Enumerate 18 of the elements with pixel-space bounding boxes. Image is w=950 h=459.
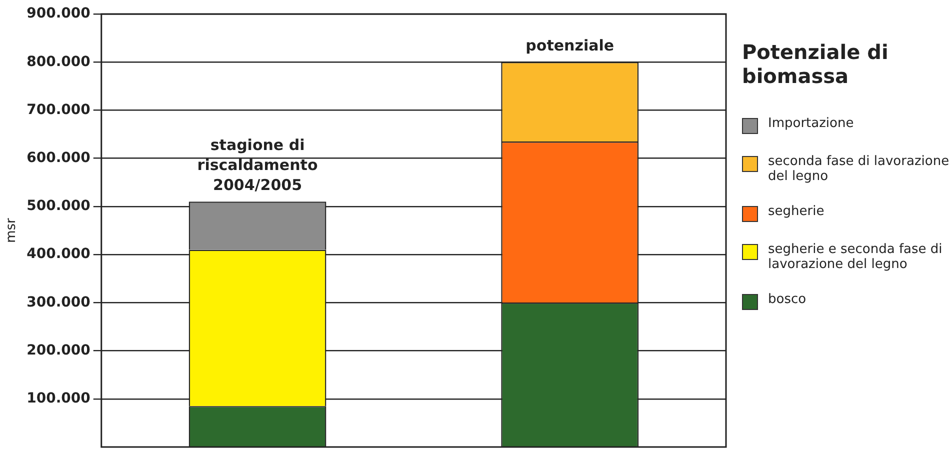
legend-label: segherie e seconda fase di lavorazione del legno <box>768 242 944 272</box>
y-tick-label: 200.000 <box>26 342 91 358</box>
legend-title: Potenziale di biomassa <box>742 40 890 88</box>
y-tick-label: 700.000 <box>26 102 91 118</box>
x-tick-label: stagione di riscaldamento 2004/2005 <box>197 136 318 194</box>
y-axis-title: msr <box>4 217 20 243</box>
legend-label: bosco <box>768 292 806 307</box>
legend-label: Importazione <box>768 116 854 131</box>
legend-label: seconda fase di lavorazione del legno <box>768 154 950 184</box>
x-tick-label: potenziale <box>526 36 614 54</box>
y-tick-label: 600.000 <box>26 150 91 166</box>
y-tick-label: 500.000 <box>26 198 91 214</box>
y-tick-label: 100.000 <box>26 390 91 407</box>
y-tick-label: 800.000 <box>26 54 91 70</box>
y-tick-label: 300.000 <box>26 294 91 310</box>
y-tick-label: 900.000 <box>26 6 91 22</box>
legend-label: segherie <box>768 204 824 219</box>
y-tick-label: 400.000 <box>26 246 91 262</box>
